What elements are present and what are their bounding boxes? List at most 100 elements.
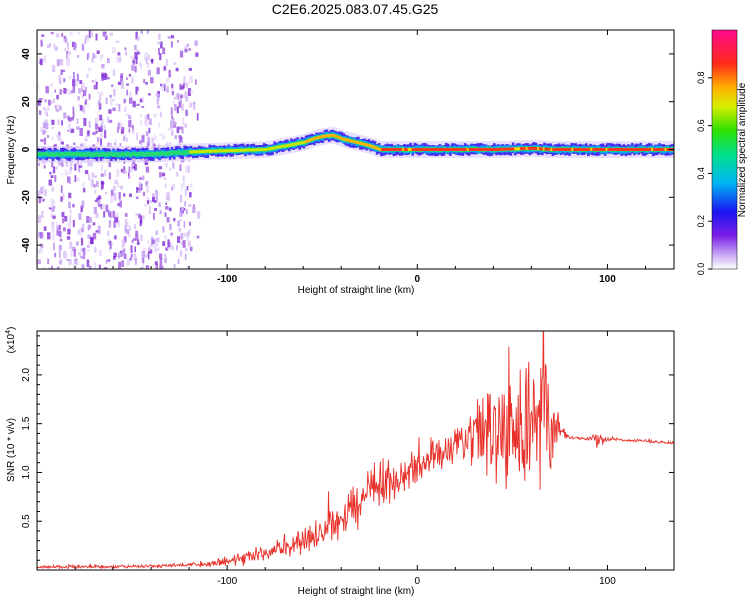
spectrogram-core-cell [267, 147, 270, 151]
spectrogram-noise-cell [57, 227, 60, 232]
spectrogram-noise-cell [114, 139, 117, 143]
spectrogram-noise-cell [104, 31, 107, 35]
spectrogram-noise-cell [117, 122, 120, 130]
spectrogram-noise-cell [49, 83, 53, 87]
spectrogram-noise-cell [77, 54, 80, 59]
spectrogram-core-cell [335, 135, 338, 139]
spectrogram-noise-cell [126, 222, 130, 227]
spectrogram-noise-cell [98, 264, 101, 269]
spectrogram-noise-cell [129, 117, 133, 121]
spectrogram-noise-cell [95, 117, 97, 124]
spectrogram-noise-cell [149, 118, 152, 126]
snr-axes: -100 0 100 0.5 1.0 1.5 2.0 [21, 331, 674, 587]
spectrogram-noise-cell [167, 239, 170, 248]
spectrogram-noise-cell [171, 87, 175, 91]
spectrogram-core-cell [533, 146, 536, 150]
spectrogram-noise-cell [96, 137, 100, 143]
spectrogram-noise-cell [47, 106, 50, 112]
spectrogram-noise-cell [113, 255, 116, 260]
spectrogram-ridge-cell [101, 151, 105, 157]
spectrogram-core-cell [592, 148, 595, 151]
spectrogram-noise-cell [69, 241, 73, 249]
spectrogram-noise-cell [100, 91, 104, 96]
spectrogram-noise-cell [195, 52, 199, 57]
spectrogram-noise-cell [195, 79, 197, 85]
spectrogram-core-cell [561, 148, 565, 151]
spectrogram-noise-cell [88, 93, 91, 100]
spectrogram-noise-cell [58, 251, 61, 258]
spectrogram-noise-cell [76, 126, 80, 130]
spectrogram-core-cell [371, 145, 374, 149]
spectrogram-noise-cell [40, 42, 43, 47]
spectrogram-noise-cell [144, 52, 148, 56]
spectrogram-core-cell [284, 144, 287, 148]
spectrogram-noise-cell [83, 187, 86, 193]
spectrogram-core-cell [354, 140, 357, 144]
spectrogram-noise-cell [152, 197, 155, 202]
spectrogram-noise-cell [184, 253, 187, 261]
spectrogram-noise-cell [54, 46, 58, 51]
spectrogram-noise-cell [176, 126, 180, 133]
spectrogram-core-cell [259, 148, 262, 152]
spectrogram-core-cell [379, 148, 382, 151]
spectrogram-core-cell [405, 148, 409, 151]
spectrogram-noise-cell [118, 261, 121, 269]
spectrogram-ridge-cell [126, 151, 130, 157]
spectrogram-core-cell [529, 146, 532, 150]
spectrogram-noise-cell [188, 229, 191, 235]
spectrogram-noise-cell [131, 239, 134, 244]
spectrogram-noise-cell [151, 137, 154, 144]
spectrogram-noise-cell [131, 101, 134, 107]
spectrogram-noise-cell [52, 136, 54, 140]
spectrogram-core-cell [348, 139, 352, 143]
spectrogram-noise-cell [153, 212, 155, 220]
snr-x-tick-label: 0 [415, 576, 421, 587]
spectrogram-ridge-cell [118, 152, 122, 158]
spectrogram-noise-cell [163, 64, 166, 68]
spectrogram-noise-cell [62, 192, 65, 200]
spectrogram-noise-cell [128, 91, 132, 97]
spectrogram-noise-cell [51, 227, 55, 233]
spectrogram-noise-cell [96, 91, 100, 95]
spectrogram-noise-cell [101, 181, 105, 185]
spectrogram-core-cell [326, 134, 329, 138]
spectrogram-noise-cell [180, 85, 184, 90]
spectrogram-ridge-cell [141, 151, 145, 157]
spectrogram-ridge-cell [78, 152, 82, 157]
spectrogram-noise-cell [68, 177, 71, 185]
spectrogram-noise-cell [159, 53, 162, 61]
spectrogram-ridge-cell [47, 152, 51, 157]
spectrogram-noise-cell [141, 105, 145, 108]
spectrogram-core-cell [331, 133, 334, 137]
spectrogram-noise-cell [136, 103, 140, 107]
spectrogram-noise-cell [42, 198, 45, 202]
spectrogram-core-cell [396, 148, 399, 151]
spectrogram-noise-cell [140, 63, 143, 70]
spectrogram-noise-cell [124, 108, 126, 112]
spectrogram-noise-cell [100, 173, 104, 177]
spectrogram-noise-cell [178, 101, 182, 108]
spectrogram-noise-cell [118, 252, 122, 257]
spectrogram-noise-cell [166, 217, 170, 223]
spectrogram-x-tick-label: -100 [217, 274, 237, 285]
spectrogram-ridge-cell [68, 151, 71, 157]
spectrogram-noise-cell [100, 125, 103, 132]
spectrogram-core-cell [365, 143, 369, 147]
spectrogram-core-cell [329, 133, 333, 137]
spectrogram-noise-cell [148, 200, 153, 204]
spectrogram-core-cell [402, 148, 405, 151]
spectrogram-noise-cell [188, 192, 192, 198]
spectrogram-core-cell [345, 138, 348, 142]
spectrogram-noise-cell [63, 39, 66, 43]
spectrogram-noise-cell [63, 112, 67, 119]
spectrogram-core-cell [485, 148, 488, 151]
spectrogram-ridge-cell [133, 151, 136, 157]
spectrogram-noise-cell [91, 179, 95, 188]
spectrogram-noise-cell [155, 194, 158, 203]
spectrogram-noise-cell [179, 164, 182, 171]
spectrogram-noise-cell [40, 248, 43, 253]
spectrogram-core-cell [257, 148, 260, 152]
spectrogram-core-cell [459, 148, 462, 151]
snr-frame [36, 330, 675, 571]
spectrogram-noise-cell [39, 98, 43, 101]
